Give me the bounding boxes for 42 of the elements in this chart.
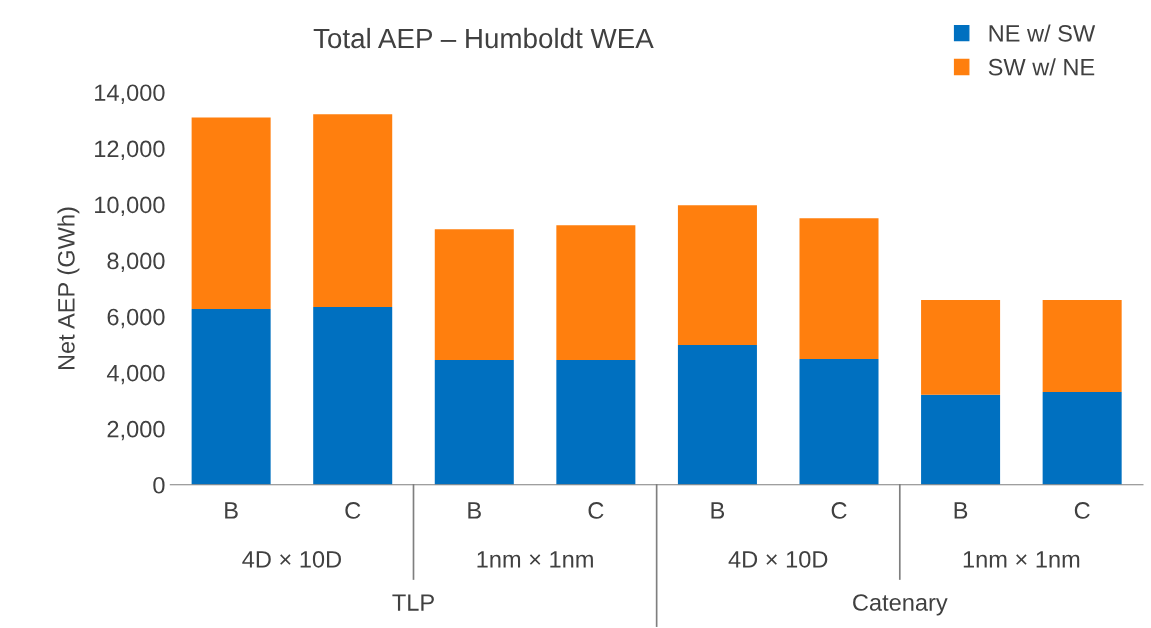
x-tick-label: B bbox=[711, 502, 725, 519]
bar bbox=[1042, 392, 1122, 485]
text: 1nm × 1nm bbox=[477, 551, 593, 568]
y-tick-label: 14,000 bbox=[95, 84, 165, 104]
bar bbox=[191, 309, 271, 485]
x-tick-label: C bbox=[588, 502, 604, 519]
text: 1nm × 1nm bbox=[963, 551, 1080, 568]
bar bbox=[556, 360, 636, 485]
x-tick-label: B bbox=[225, 502, 238, 519]
y-tick-label: 0 bbox=[153, 476, 165, 494]
legend-label: NE w/ SW bbox=[989, 24, 1096, 42]
bar bbox=[799, 218, 879, 359]
text: Catenary bbox=[853, 594, 948, 616]
y-tick-label: 2,000 bbox=[107, 420, 165, 441]
x-tick-label: C bbox=[345, 502, 361, 519]
chart-title: Total AEP – Humboldt WEA bbox=[313, 27, 654, 49]
bar bbox=[313, 307, 393, 485]
bar bbox=[191, 117, 271, 310]
text: TLP bbox=[392, 594, 434, 611]
bar bbox=[434, 229, 514, 361]
x-tick-label: B bbox=[468, 502, 481, 519]
bar bbox=[677, 344, 757, 485]
y-tick-label: 6,000 bbox=[107, 308, 165, 329]
y-tick-label: 10,000 bbox=[95, 196, 165, 217]
y-tick-label: 12,000 bbox=[95, 140, 165, 160]
bar bbox=[921, 394, 1001, 485]
bar bbox=[434, 360, 514, 485]
y-tick-label: 4,000 bbox=[106, 364, 165, 385]
x-tick-label: C bbox=[1074, 502, 1090, 519]
y-axis-title: Net AEP (GWh) bbox=[57, 207, 80, 370]
bar bbox=[799, 358, 879, 485]
y-tick-label: 8,000 bbox=[107, 252, 165, 273]
bar bbox=[313, 114, 393, 308]
bar bbox=[1042, 300, 1122, 393]
bar bbox=[556, 225, 636, 361]
text: 4D × 10D bbox=[242, 550, 341, 568]
bar bbox=[921, 300, 1001, 395]
x-tick-label: C bbox=[831, 502, 847, 519]
text: 4D × 10D bbox=[728, 550, 828, 568]
x-tick-label: B bbox=[954, 502, 968, 519]
legend-label: SW w/ NE bbox=[988, 58, 1095, 76]
bar bbox=[677, 205, 757, 345]
